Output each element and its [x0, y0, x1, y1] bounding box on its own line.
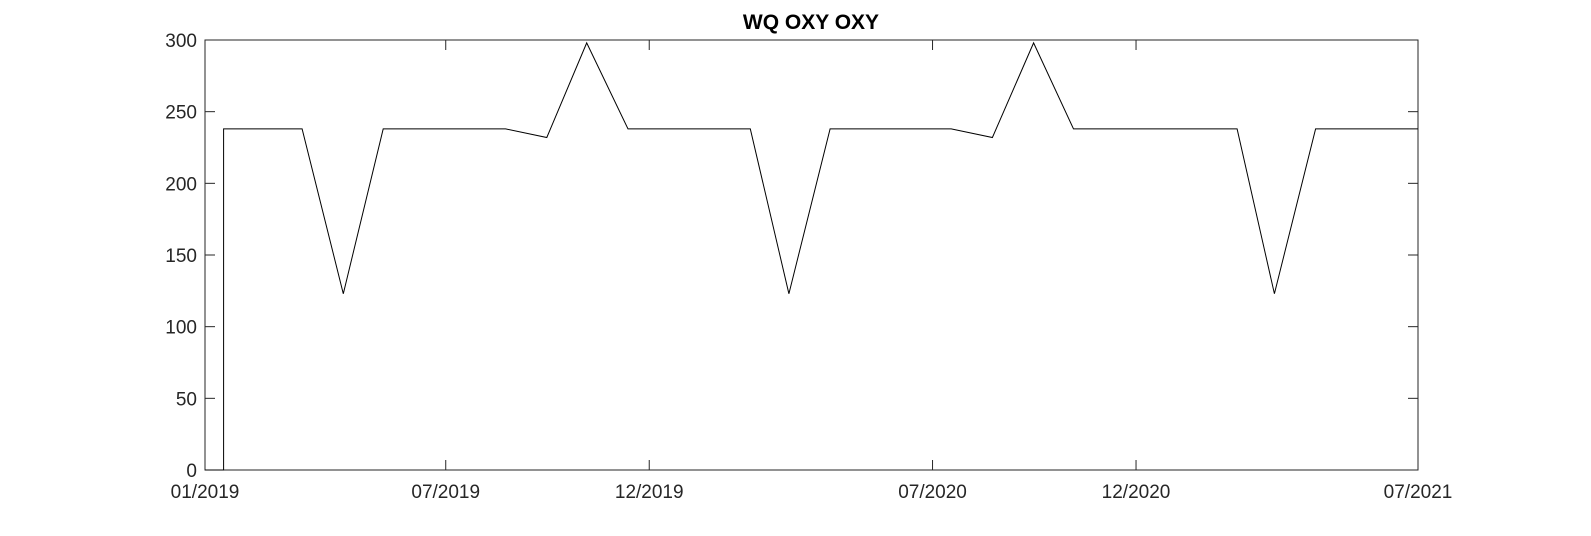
- y-tick-label: 200: [165, 174, 197, 195]
- y-tick-label: 0: [186, 461, 197, 482]
- chart-title: WQ OXY OXY: [743, 11, 879, 34]
- y-axis: 0 50 100 150 200 250 300: [165, 31, 1418, 482]
- x-tick-label: 07/2020: [898, 482, 967, 503]
- y-tick-label: 50: [176, 389, 197, 410]
- y-tick-label: 300: [165, 31, 197, 52]
- x-tick-label: 12/2019: [615, 482, 684, 503]
- y-tick-label: 100: [165, 318, 197, 339]
- plot-area: [204, 39, 1419, 471]
- x-tick-label: 01/2019: [171, 482, 240, 503]
- x-tick-label: 07/2021: [1384, 482, 1453, 503]
- x-axis: 01/2019 07/2019 12/2019 07/2020 12/2020 07/20…: [171, 40, 1453, 503]
- series-line: [205, 41, 1418, 471]
- y-tick-label: 150: [165, 246, 197, 267]
- x-tick-label: 07/2019: [411, 482, 480, 503]
- x-tick-label: 12/2020: [1102, 482, 1171, 503]
- y-tick-label: 250: [165, 103, 197, 124]
